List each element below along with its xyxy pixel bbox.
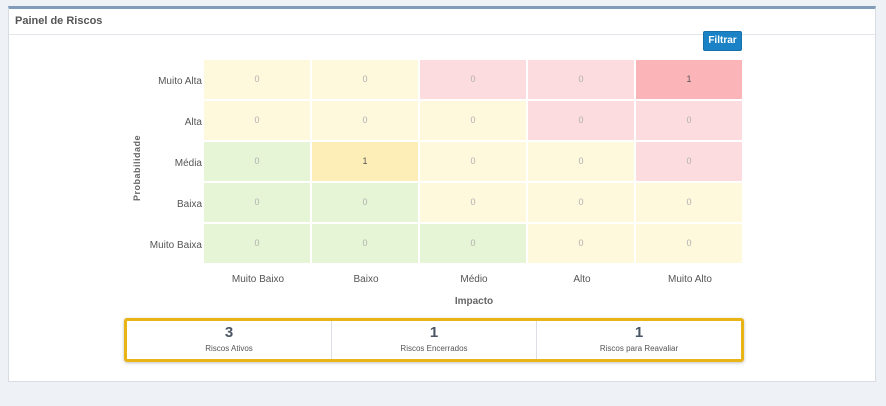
matrix-cell[interactable]: 0 bbox=[528, 224, 634, 263]
matrix-cell[interactable]: 0 bbox=[312, 183, 418, 222]
row-label-baixa: Baixa bbox=[176, 199, 202, 210]
matrix-cell[interactable]: 0 bbox=[636, 142, 742, 181]
matrix-cell[interactable]: 0 bbox=[636, 101, 742, 140]
matrix-cell[interactable]: 0 bbox=[312, 224, 418, 263]
matrix-cell[interactable]: 0 bbox=[636, 224, 742, 263]
stat-value: 1 bbox=[634, 324, 644, 341]
stat-value: 3 bbox=[224, 324, 234, 341]
matrix-cell[interactable]: 1 bbox=[312, 142, 418, 181]
stat-value: 1 bbox=[429, 324, 439, 341]
row-label-muito-baixa: Muito Baixa bbox=[149, 240, 202, 251]
stat-active-risks[interactable]: 3 Riscos Ativos bbox=[127, 321, 332, 359]
col-label-muito-baixo: Muito Baixo bbox=[231, 274, 285, 285]
matrix-cell[interactable]: 0 bbox=[204, 183, 310, 222]
matrix-cell[interactable]: 0 bbox=[204, 101, 310, 140]
x-axis-title: Impacto bbox=[454, 296, 494, 307]
col-label-medio: Médio bbox=[460, 274, 488, 285]
filter-button[interactable]: Filtrar bbox=[703, 31, 742, 51]
stat-label: Riscos para Reavaliar bbox=[599, 344, 679, 353]
matrix-cell[interactable]: 0 bbox=[420, 183, 526, 222]
matrix-cell[interactable]: 0 bbox=[528, 142, 634, 181]
matrix-cell[interactable]: 0 bbox=[420, 101, 526, 140]
stat-label: Riscos Encerrados bbox=[400, 344, 468, 353]
y-axis-title: Probabilidade bbox=[132, 135, 142, 202]
col-label-baixo: Baixo bbox=[353, 274, 379, 285]
stat-closed-risks[interactable]: 1 Riscos Encerrados bbox=[332, 321, 537, 359]
stat-reassess-risks[interactable]: 1 Riscos para Reavaliar bbox=[537, 321, 741, 359]
matrix-cell[interactable]: 0 bbox=[420, 60, 526, 99]
row-label-muito-alta: Muito Alta bbox=[158, 76, 202, 87]
matrix-cell[interactable]: 0 bbox=[204, 60, 310, 99]
col-label-muito-alto: Muito Alto bbox=[668, 274, 712, 285]
matrix-cell[interactable]: 0 bbox=[636, 183, 742, 222]
matrix-cell[interactable]: 0 bbox=[528, 183, 634, 222]
row-label-alta: Alta bbox=[184, 117, 202, 128]
panel-title: Painel de Riscos bbox=[9, 9, 875, 35]
matrix-cell[interactable]: 0 bbox=[420, 224, 526, 263]
impact-labels: Muito Baixo Baixo Médio Alto Muito Alto bbox=[204, 274, 742, 288]
matrix-cell[interactable]: 0 bbox=[204, 142, 310, 181]
matrix-cell[interactable]: 0 bbox=[312, 101, 418, 140]
row-label-media: Média bbox=[174, 158, 202, 169]
matrix-cell[interactable]: 1 bbox=[636, 60, 742, 99]
matrix-cell[interactable]: 0 bbox=[312, 60, 418, 99]
risk-summary: 3 Riscos Ativos 1 Riscos Encerrados 1 Ri… bbox=[124, 318, 744, 362]
col-label-alto: Alto bbox=[573, 274, 591, 285]
matrix-cell[interactable]: 0 bbox=[420, 142, 526, 181]
matrix-cell[interactable]: 0 bbox=[528, 60, 634, 99]
matrix-cell[interactable]: 0 bbox=[528, 101, 634, 140]
matrix-cell[interactable]: 0 bbox=[204, 224, 310, 263]
stat-label: Riscos Ativos bbox=[205, 344, 253, 353]
